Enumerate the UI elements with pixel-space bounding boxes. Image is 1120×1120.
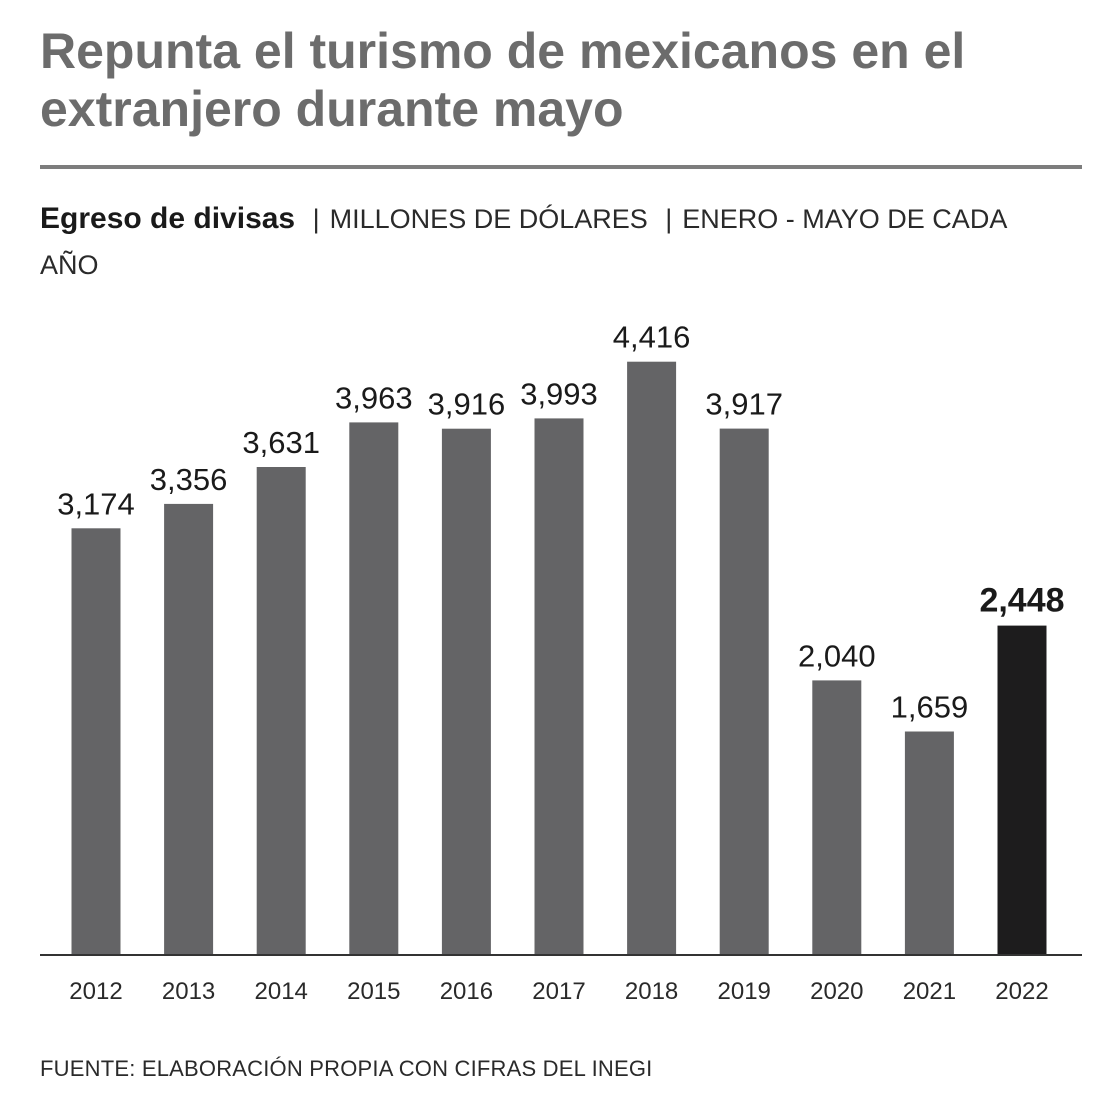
bar-2020 (812, 680, 862, 954)
bar-2021 (904, 731, 954, 954)
x-tick-label-group: 2012 2013 2014 2015 2016 2017 2018 2019 2020 2021… (69, 978, 1048, 1005)
bar-2015 (349, 422, 399, 954)
bar-2018 (627, 361, 677, 954)
x-tick-label-2015: 2015 (347, 978, 400, 1005)
bar-chart: 3,174 3,356 3,631 3,963 3,916 3,993 4,416 3,917… (40, 320, 1082, 1005)
bar-2022 (997, 625, 1047, 954)
value-label-2022: 2,448 (979, 582, 1064, 620)
x-tick-label-2014: 2014 (255, 978, 308, 1005)
value-label-2020: 2,040 (798, 638, 876, 673)
subtitle-period: ENERO - MAYO DE CADA AÑO (40, 204, 1006, 280)
value-label-group: 3,174 3,356 3,631 3,963 3,916 3,993 4,416 3,917… (57, 320, 1064, 725)
bar-2012 (71, 528, 121, 954)
subtitle-separator: | (312, 204, 320, 234)
bar-2014 (256, 467, 306, 954)
value-label-2015: 3,963 (335, 380, 413, 415)
source-note: FUENTE: ELABORACIÓN PROPIA CON CIFRAS DE… (40, 1056, 653, 1081)
value-label-2018: 4,416 (613, 320, 691, 355)
value-label-2014: 3,631 (242, 425, 320, 460)
x-tick-label-2012: 2012 (69, 978, 122, 1005)
page-title: Repunta el turismo de mexicanos en el ex… (40, 23, 966, 137)
subtitle-unit: MILLONES DE DÓLARES (329, 204, 648, 234)
x-tick-label-2016: 2016 (440, 978, 493, 1005)
x-tick-label-2022: 2022 (995, 978, 1048, 1005)
value-label-2012: 3,174 (57, 486, 135, 521)
bar-2019 (719, 428, 769, 955)
x-tick-label-2017: 2017 (532, 978, 585, 1005)
value-label-2013: 3,356 (150, 462, 228, 497)
x-tick-label-2021: 2021 (903, 978, 956, 1005)
x-tick-label-2019: 2019 (718, 978, 771, 1005)
x-tick-label-2020: 2020 (810, 978, 863, 1005)
value-label-2021: 1,659 (891, 690, 969, 725)
bar-group (71, 361, 1047, 955)
value-label-2016: 3,916 (428, 387, 506, 422)
bar-2016 (441, 428, 491, 954)
subtitle-label: Egreso de divisas (40, 202, 296, 235)
subtitle-separator: | (665, 204, 673, 234)
chart-subtitle: Egreso de divisas | MILLONES DE DÓLARES |… (40, 196, 1070, 288)
value-label-2019: 3,917 (705, 387, 783, 422)
bar-2017 (534, 418, 584, 954)
x-tick-label-2013: 2013 (162, 978, 215, 1005)
title-divider (40, 165, 1082, 169)
bar-2013 (164, 503, 214, 954)
value-label-2017: 3,993 (520, 376, 598, 411)
x-tick-label-2018: 2018 (625, 978, 678, 1005)
